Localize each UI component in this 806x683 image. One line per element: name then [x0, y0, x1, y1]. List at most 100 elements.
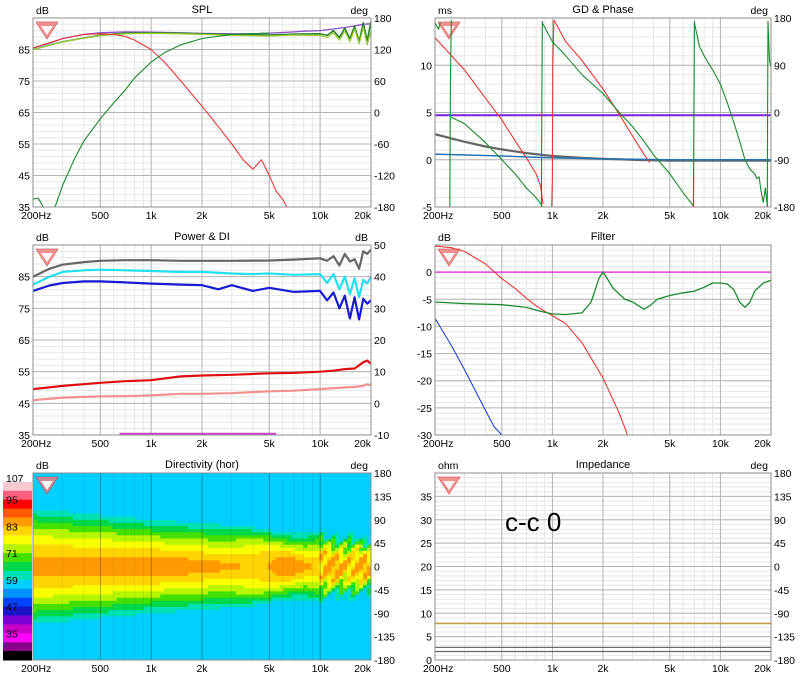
heatmap-cell	[68, 638, 74, 642]
heatmap-cell	[307, 473, 312, 477]
heatmap-cell	[227, 653, 233, 658]
heatmap-cell	[243, 647, 249, 652]
heatmap-cell	[184, 603, 189, 608]
heatmap-cell	[319, 535, 324, 539]
heatmap-cell	[323, 522, 328, 527]
heatmap-cell	[68, 647, 74, 652]
heatmap-cell	[295, 507, 300, 511]
heatmap-cell	[144, 616, 149, 621]
heatmap-cell	[160, 541, 165, 546]
heatmap-cell	[88, 585, 94, 589]
heatmap-cell	[152, 591, 157, 596]
heatmap-cell	[319, 622, 324, 627]
heatmap-cell	[184, 579, 189, 583]
heatmap-cell	[92, 535, 98, 539]
heatmap-cell	[208, 526, 213, 530]
heatmap-cell	[271, 588, 277, 592]
heatmap-cell	[208, 532, 213, 536]
heatmap-cell	[33, 588, 38, 592]
heatmap-cell	[271, 644, 277, 649]
heatmap-cell	[176, 622, 181, 627]
heatmap-cell	[164, 607, 169, 611]
heatmap-cell	[327, 566, 332, 571]
heatmap-cell	[116, 501, 122, 505]
heatmap-cell	[100, 656, 106, 660]
heatmap-cell	[64, 588, 70, 592]
heatmap-cell	[108, 497, 114, 502]
heatmap-cell	[100, 535, 106, 539]
heatmap-cell	[243, 610, 249, 614]
heatmap-cell	[184, 622, 189, 627]
heatmap-cell	[283, 579, 289, 583]
heatmap-cell	[132, 600, 137, 605]
heatmap-cell	[283, 557, 289, 561]
heatmap-cell	[156, 510, 161, 515]
heatmap-cell	[52, 482, 58, 487]
heatmap-cell	[239, 560, 245, 564]
heatmap-cell	[327, 622, 332, 627]
heatmap-cell	[120, 603, 126, 608]
heatmap-cell	[251, 635, 257, 639]
heatmap-cell	[303, 613, 308, 617]
heatmap-cell	[140, 510, 145, 515]
heatmap-cell	[239, 619, 245, 624]
heatmap-cell	[80, 619, 86, 624]
heatmap-cell	[200, 579, 205, 583]
heatmap-cell	[243, 653, 249, 658]
heatmap-cell	[283, 607, 289, 611]
heatmap-cell	[275, 538, 281, 543]
heatmap-cell	[208, 572, 213, 577]
heatmap-cell	[52, 541, 58, 546]
heatmap-cell	[56, 510, 62, 515]
heatmap-cell	[108, 529, 114, 533]
heatmap-cell	[223, 585, 229, 589]
heatmap-cell	[80, 572, 86, 577]
heatmap-cell	[299, 526, 304, 530]
heatmap-cell	[235, 635, 241, 639]
heatmap-cell	[263, 510, 269, 515]
heatmap-cell	[96, 529, 102, 533]
heatmap-cell	[255, 650, 261, 655]
heatmap-cell	[315, 547, 320, 552]
heatmap-cell	[247, 613, 253, 617]
heatmap-cell	[172, 585, 177, 589]
heatmap-cell	[124, 619, 130, 624]
heatmap-cell	[243, 497, 249, 502]
heatmap-cell	[52, 594, 58, 599]
heatmap-cell	[164, 653, 169, 658]
heatmap-cell	[315, 607, 320, 611]
heatmap-cell	[299, 597, 304, 602]
heatmap-cell	[323, 554, 328, 558]
heatmap-cell	[196, 494, 201, 499]
heatmap-cell	[44, 560, 50, 564]
heatmap-cell	[259, 550, 265, 555]
heatmap-cell	[303, 575, 308, 580]
heatmap-cell	[116, 607, 122, 611]
heatmap-cell	[327, 519, 332, 524]
heatmap-cell	[180, 497, 185, 502]
heatmap-cell	[160, 482, 165, 487]
heatmap-cell	[128, 526, 133, 530]
heatmap-cell	[60, 600, 66, 605]
heatmap-cell	[227, 482, 233, 487]
heatmap-cell	[184, 526, 189, 530]
heatmap-cell	[152, 650, 157, 655]
heatmap-cell	[148, 494, 153, 499]
heatmap-cell	[223, 591, 229, 596]
heatmap-cell	[144, 607, 149, 611]
heatmap-cell	[227, 494, 233, 499]
heatmap-cell	[215, 603, 221, 608]
heatmap-cell	[100, 560, 106, 564]
heatmap-cell	[303, 644, 308, 649]
heatmap-cell	[188, 554, 193, 558]
heatmap-cell	[200, 510, 205, 515]
heatmap-cell	[283, 603, 289, 608]
heatmap-cell	[156, 507, 161, 511]
heatmap-cell	[112, 550, 118, 555]
heatmap-cell	[96, 628, 102, 633]
heatmap-cell	[255, 544, 261, 549]
heatmap-cell	[33, 579, 38, 583]
heatmap-cell	[200, 476, 205, 480]
heatmap-cell	[196, 479, 201, 483]
heatmap-cell	[52, 575, 58, 580]
